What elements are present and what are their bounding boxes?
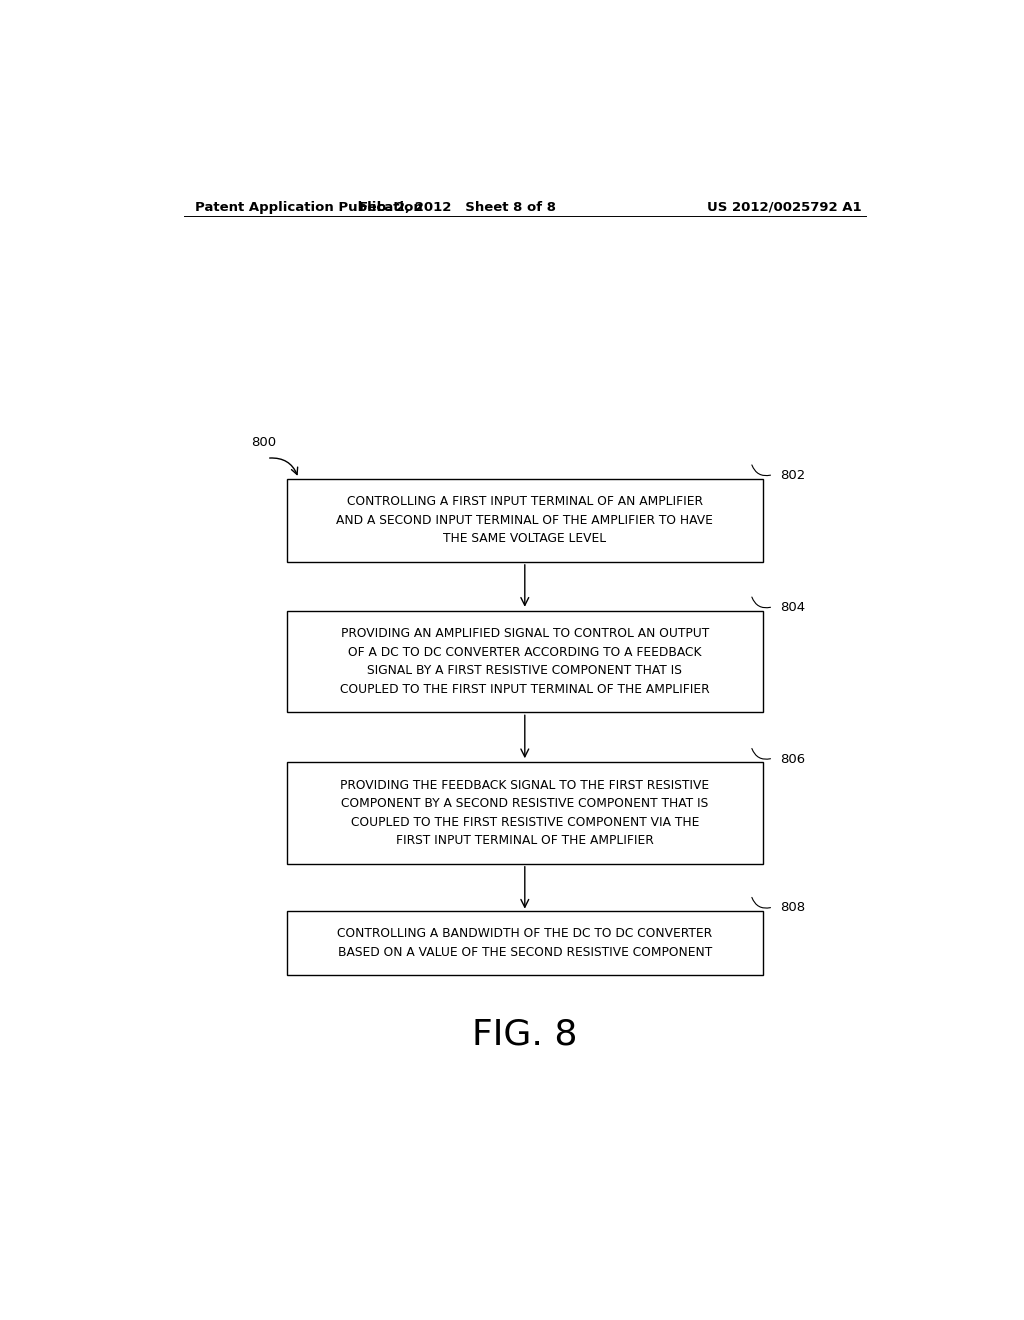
- Bar: [287, 611, 763, 713]
- Text: PROVIDING AN AMPLIFIED SIGNAL TO CONTROL AN OUTPUT
OF A DC TO DC CONVERTER ACCOR: PROVIDING AN AMPLIFIED SIGNAL TO CONTROL…: [340, 627, 710, 696]
- Text: PROVIDING THE FEEDBACK SIGNAL TO THE FIRST RESISTIVE
COMPONENT BY A SECOND RESIS: PROVIDING THE FEEDBACK SIGNAL TO THE FIR…: [340, 779, 710, 847]
- Text: 800: 800: [251, 437, 276, 450]
- Text: CONTROLLING A FIRST INPUT TERMINAL OF AN AMPLIFIER
AND A SECOND INPUT TERMINAL O: CONTROLLING A FIRST INPUT TERMINAL OF AN…: [336, 495, 714, 545]
- Text: 802: 802: [780, 469, 806, 482]
- Text: 804: 804: [780, 601, 806, 614]
- Text: US 2012/0025792 A1: US 2012/0025792 A1: [708, 201, 862, 214]
- Text: Feb. 2, 2012   Sheet 8 of 8: Feb. 2, 2012 Sheet 8 of 8: [358, 201, 556, 214]
- Text: Patent Application Publication: Patent Application Publication: [196, 201, 423, 214]
- Bar: [287, 479, 763, 562]
- Text: FIG. 8: FIG. 8: [472, 1018, 578, 1052]
- Text: CONTROLLING A BANDWIDTH OF THE DC TO DC CONVERTER
BASED ON A VALUE OF THE SECOND: CONTROLLING A BANDWIDTH OF THE DC TO DC …: [337, 928, 713, 958]
- Text: 806: 806: [780, 752, 806, 766]
- Bar: [287, 911, 763, 975]
- Bar: [287, 762, 763, 863]
- Text: 808: 808: [780, 902, 806, 915]
